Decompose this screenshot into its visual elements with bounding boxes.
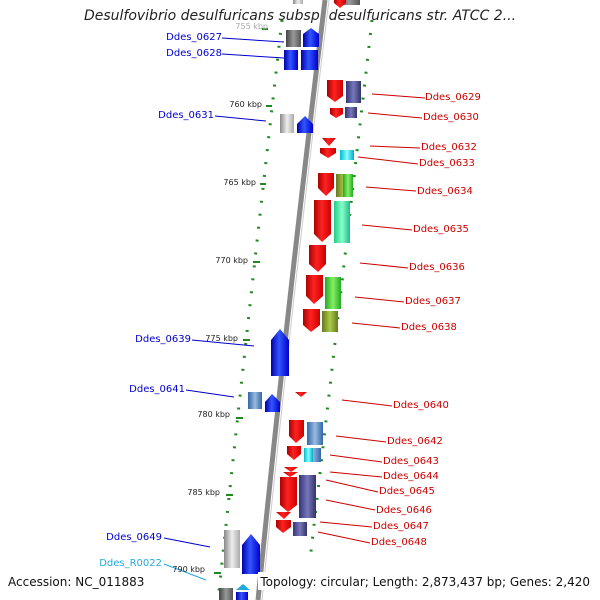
gene-label-ddes-0633[interactable]: Ddes_0633: [419, 158, 475, 169]
forward-strand-genes: [219, 0, 319, 600]
gene-ddes-0629: [327, 80, 343, 102]
gene-ddes-0644: [284, 467, 298, 472]
gene-ddes-0638: [303, 309, 320, 332]
gene-ddes-0628: [301, 50, 318, 70]
gene-label-ddes-r0022[interactable]: Ddes_R0022: [99, 558, 162, 569]
gene-label-ddes-0635[interactable]: Ddes_0635: [413, 224, 469, 235]
gene-label-ddes-0638[interactable]: Ddes_0638: [401, 322, 457, 333]
gene-label-ddes-0641[interactable]: Ddes_0641: [129, 384, 185, 395]
gene-ddes-0627: [303, 28, 319, 47]
gene-label-ddes-0630[interactable]: Ddes_0630: [423, 112, 479, 123]
accession-text: Accession: NC_011883: [8, 575, 145, 589]
reverse-strand-genes: [276, 0, 361, 536]
genome-summary-text: Topology: circular; Length: 2,873,437 bp…: [260, 575, 590, 589]
gene-label-ddes-0634[interactable]: Ddes_0634: [417, 186, 473, 197]
gene-ddes-0647: [276, 512, 291, 519]
gene-label-ddes-0631[interactable]: Ddes_0631: [158, 110, 214, 121]
kbp-label-785: 785 kbp: [187, 488, 220, 497]
genome-backbone: [255, 0, 328, 600]
gene-ddes-0631: [297, 116, 313, 133]
gene-label-ddes-0648[interactable]: Ddes_0648: [371, 537, 427, 548]
gene-label-ddes-0640[interactable]: Ddes_0640: [393, 400, 449, 411]
gene-ddes-0636: [309, 245, 326, 272]
inner-tick-ring: [216, 19, 284, 600]
gene-ddes-0635: [314, 200, 331, 242]
gene-label-ddes-0643[interactable]: Ddes_0643: [383, 456, 439, 467]
gene-ddes-0641: [265, 394, 280, 412]
kbp-label-780: 780 kbp: [197, 410, 230, 419]
gene-ddes-0637: [306, 275, 323, 304]
gene-ddes-0646: [299, 475, 316, 518]
gene-label-ddes-0647[interactable]: Ddes_0647: [373, 521, 429, 532]
gene-ddes-r0022: [236, 584, 250, 590]
kbp-label-765: 765 kbp: [223, 178, 256, 187]
gene-label-ddes-0627[interactable]: Ddes_0627: [166, 32, 222, 43]
kbp-label-770: 770 kbp: [215, 256, 248, 265]
gene-ddes-0630: [330, 108, 343, 118]
gene-ddes-0642: [289, 420, 304, 443]
gene-label-ddes-0636[interactable]: Ddes_0636: [409, 262, 465, 273]
gene-ddes-0639: [271, 329, 289, 376]
gene-label-ddes-0637[interactable]: Ddes_0637: [405, 296, 461, 307]
gene-label-ddes-0645[interactable]: Ddes_0645: [379, 486, 435, 497]
gene-ddes-0645: [280, 477, 297, 512]
gene-label-ddes-0649[interactable]: Ddes_0649: [106, 532, 162, 543]
gene-label-ddes-0646[interactable]: Ddes_0646: [376, 505, 432, 516]
gene-ddes-0634: [318, 173, 334, 196]
kbp-label-790: 790 kbp: [172, 565, 205, 574]
gene-ddes-0632: [322, 138, 336, 146]
gene-label-ddes-0629[interactable]: Ddes_0629: [425, 92, 481, 103]
map-title: Desulfovibrio desulfuricans subsp. desul…: [83, 8, 517, 24]
gene-label-ddes-0642[interactable]: Ddes_0642: [387, 436, 443, 447]
gene-ddes-0648: [276, 520, 291, 533]
gene-label-ddes-0639[interactable]: Ddes_0639: [135, 334, 191, 345]
gene-label-ddes-0628[interactable]: Ddes_0628: [166, 48, 222, 59]
gene-label-ddes-0644[interactable]: Ddes_0644: [383, 471, 439, 482]
gene-ddes-0643: [287, 446, 301, 460]
kbp-label-755: 755 kbp: [235, 22, 268, 31]
kbp-label-760: 760 kbp: [229, 100, 262, 109]
gene-label-ddes-0632[interactable]: Ddes_0632: [421, 142, 477, 153]
kbp-label-775: 775 kbp: [205, 334, 238, 343]
gene-ddes-0633: [340, 150, 354, 160]
gene-ddes-0640: [295, 392, 307, 397]
gene-ddes-0649: [242, 534, 260, 574]
